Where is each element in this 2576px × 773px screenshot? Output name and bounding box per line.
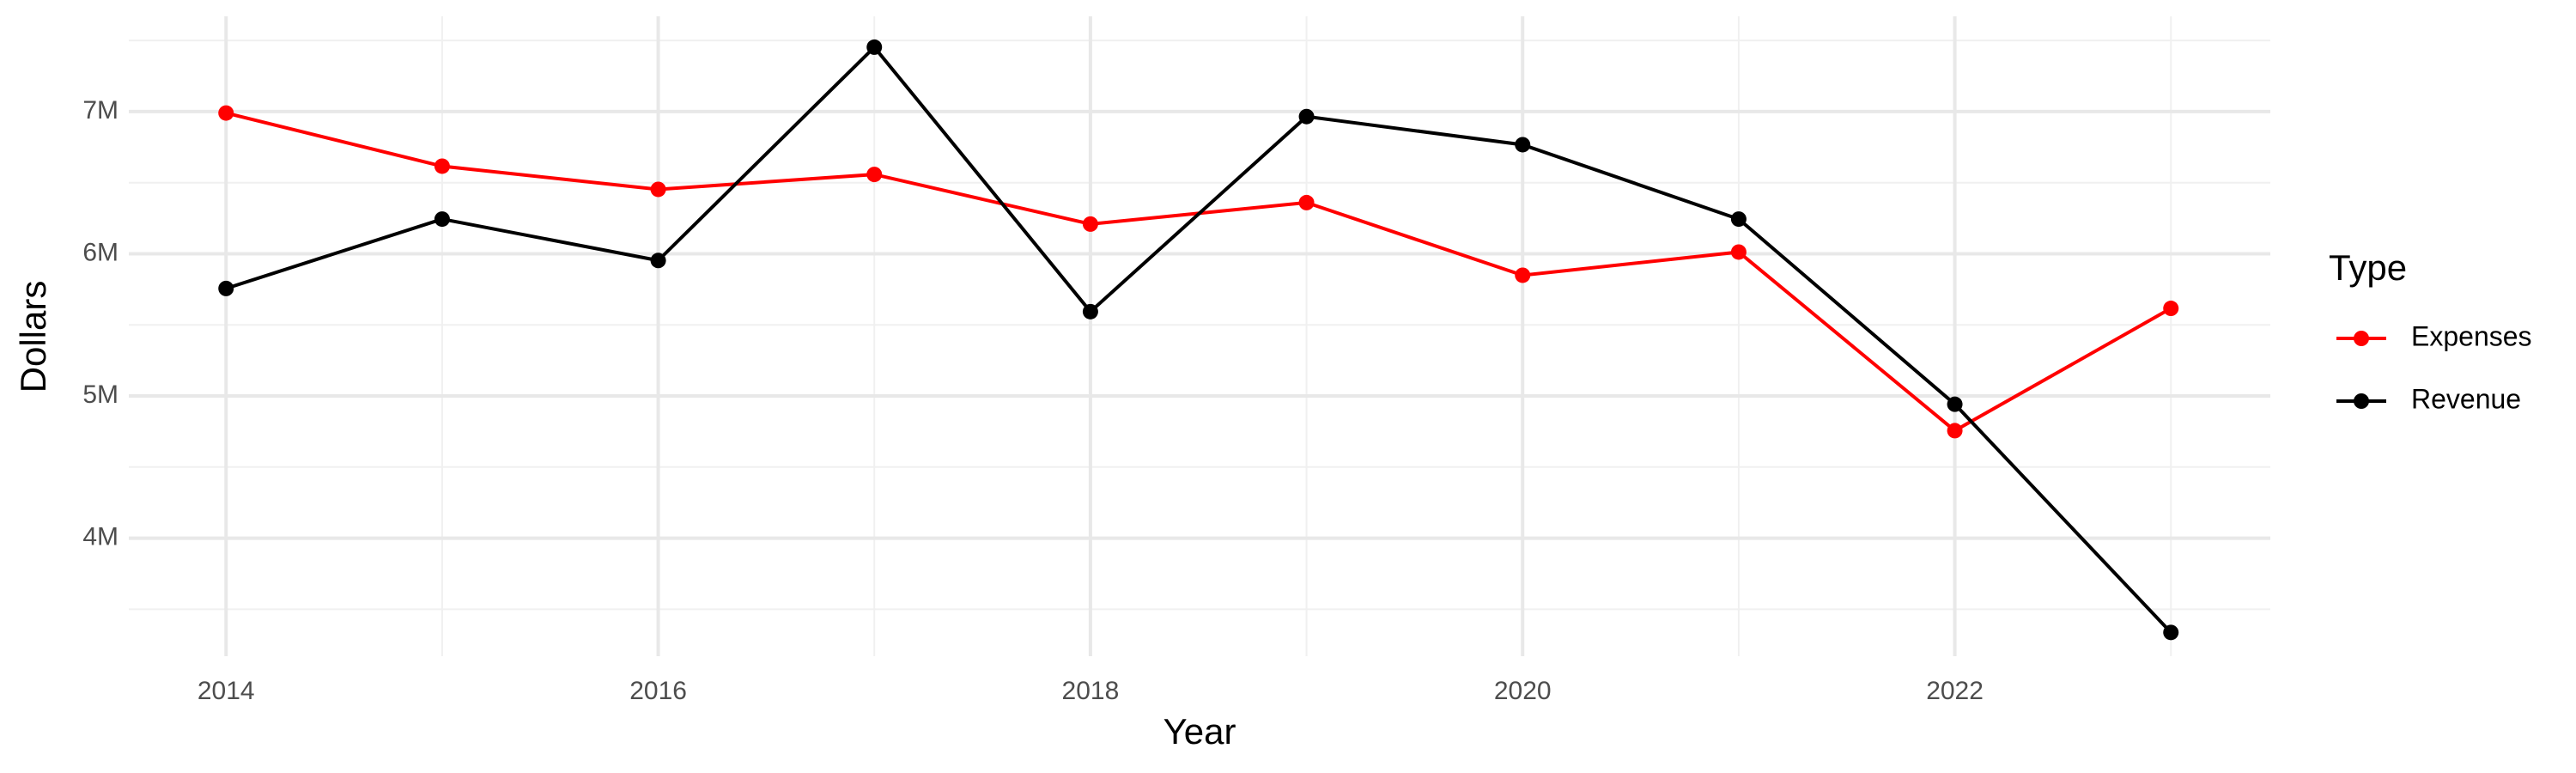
- x-tick-label: 2018: [1062, 677, 1120, 705]
- data-point: [434, 211, 450, 228]
- data-point: [218, 280, 234, 296]
- y-tick-label: 6M: [82, 238, 118, 266]
- y-tick-label: 4M: [82, 523, 118, 551]
- data-point: [1515, 267, 1531, 283]
- y-tick-label: 5M: [82, 380, 118, 409]
- data-point: [2163, 301, 2179, 317]
- data-point: [2163, 624, 2179, 641]
- data-point: [1515, 137, 1531, 153]
- data-point: [1298, 194, 1315, 210]
- data-point: [1730, 211, 1747, 228]
- data-point: [434, 158, 450, 174]
- data-point: [866, 167, 883, 183]
- series-line: [225, 111, 2172, 433]
- data-point: [866, 39, 883, 55]
- x-axis-title: Year: [1163, 711, 1236, 752]
- data-point: [650, 181, 666, 198]
- data-point: [1298, 108, 1315, 125]
- x-tick-label: 2020: [1494, 677, 1552, 705]
- legend-title: Type: [2329, 247, 2407, 288]
- series-line: [225, 44, 2172, 634]
- y-axis-title: Dollars: [13, 281, 53, 393]
- data-point: [218, 105, 234, 121]
- legend-key: [2354, 331, 2369, 346]
- x-tick-label: 2014: [197, 677, 255, 705]
- data-point: [650, 253, 666, 269]
- data-point: [1947, 396, 1963, 412]
- x-tick-label: 2016: [629, 677, 687, 705]
- legend-key: [2354, 393, 2369, 409]
- x-tick-label: 2022: [1926, 677, 1984, 705]
- data-point: [1947, 423, 1963, 439]
- data-point: [1082, 303, 1098, 320]
- legend-label: Revenue: [2411, 383, 2521, 414]
- data-point: [1082, 216, 1098, 232]
- plot: 4M 5M 6M 7M 2014 2016 2018 2020 2022: [82, 16, 2270, 705]
- legend-label: Expenses: [2411, 320, 2532, 351]
- y-tick-label: 7M: [82, 96, 118, 125]
- data-point: [1730, 244, 1747, 260]
